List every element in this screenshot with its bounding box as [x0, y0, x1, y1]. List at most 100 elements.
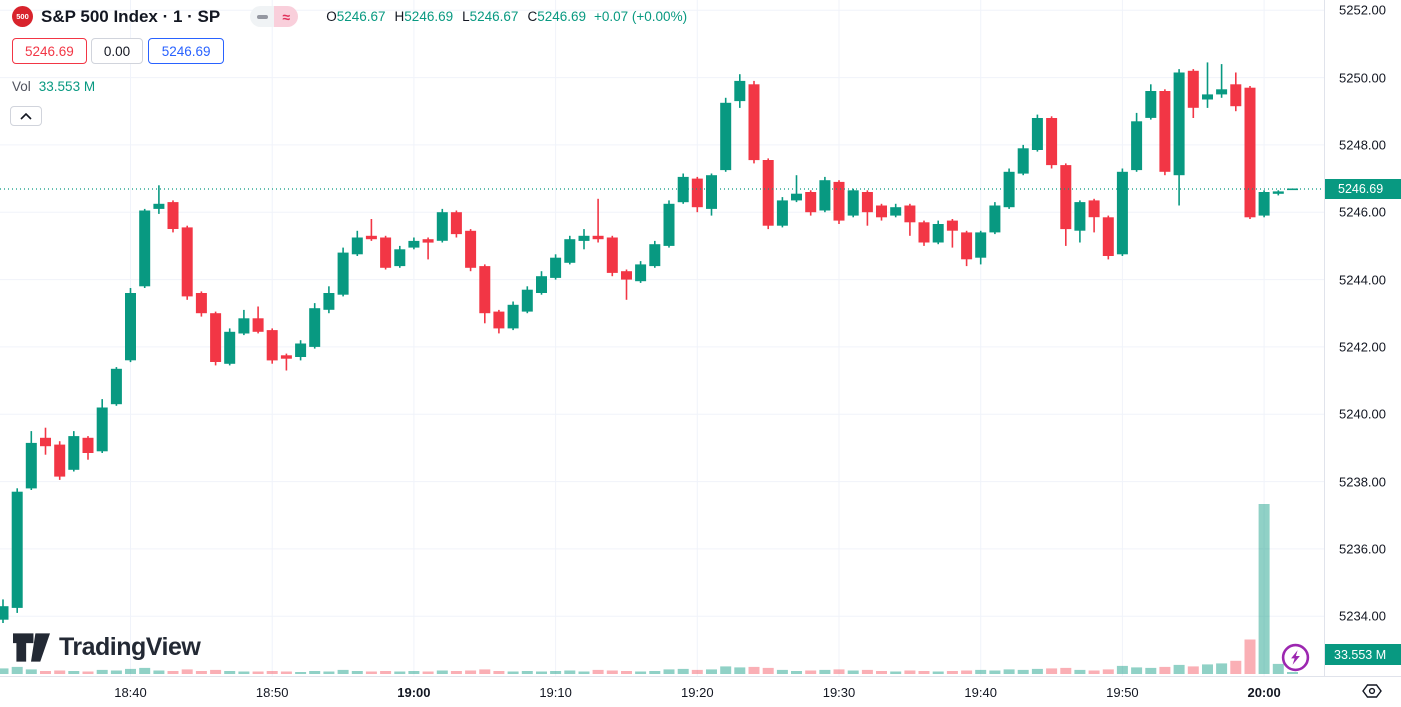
- volume-bar: [11, 666, 23, 674]
- tradingview-watermark: TradingView: [13, 632, 201, 663]
- candle-body: [96, 407, 108, 452]
- candle-body: [876, 205, 887, 218]
- candle-body: [110, 368, 122, 405]
- low-value: 5246.67: [469, 9, 519, 24]
- volume-bar: [195, 671, 207, 674]
- candle-body: [1244, 87, 1256, 218]
- candle-body: [1031, 118, 1043, 150]
- volume-bar: [507, 671, 519, 674]
- candle-body: [677, 176, 689, 203]
- candle-body: [734, 80, 746, 102]
- change-value: +0.07 (+0.00%): [594, 9, 688, 24]
- time-axis-label: 19:20: [681, 685, 714, 700]
- candle-body: [1230, 84, 1242, 107]
- candle-body: [408, 240, 420, 248]
- candle-body: [323, 293, 335, 310]
- candle-body: [309, 308, 321, 347]
- candle-body: [337, 252, 349, 295]
- candle-body: [280, 355, 292, 359]
- volume-bar: [1031, 668, 1043, 674]
- volume-bar: [125, 668, 136, 674]
- volume-bar: [833, 669, 845, 674]
- volume-bar: [1074, 669, 1086, 674]
- time-axis-settings-icon[interactable]: [1360, 682, 1384, 700]
- candle-body: [1046, 118, 1058, 166]
- candle-body: [890, 207, 902, 216]
- volume-bar: [394, 671, 406, 674]
- volume-bar: [1258, 504, 1270, 674]
- volume-bar: [479, 669, 491, 674]
- time-axis[interactable]: 18:40 18:50 19:00 19:10 19:20 19:30 19:40 19:50…: [0, 677, 1401, 707]
- volume-bar: [436, 670, 448, 674]
- volume-bar: [1116, 665, 1128, 674]
- candlestick-chart[interactable]: [0, 0, 1325, 676]
- volume-bar: [1003, 669, 1015, 674]
- minus-icon: [256, 14, 268, 19]
- candle-body: [181, 227, 193, 297]
- volume-bar: [691, 669, 703, 674]
- volume-bar: [890, 671, 902, 674]
- sp500-logo: 500: [12, 6, 33, 27]
- price-axis-label: 5246.00: [1339, 204, 1386, 220]
- volume-bar: [621, 671, 632, 674]
- volume-bar: [819, 669, 831, 674]
- candle-body: [493, 311, 505, 329]
- candle-body: [691, 178, 703, 208]
- volume-bar: [309, 671, 321, 674]
- buy-price-button[interactable]: 5246.69: [148, 38, 225, 64]
- session-toggle[interactable]: ≈: [250, 6, 299, 27]
- lightning-icon[interactable]: [1281, 643, 1310, 672]
- candle-body: [11, 491, 23, 608]
- volume-bar: [266, 671, 278, 674]
- volume-bar: [989, 670, 1001, 674]
- volume-axis-badge: 33.553 M: [1325, 644, 1401, 665]
- volume-bar: [351, 671, 363, 674]
- symbol-title[interactable]: S&P 500 Index · 1 · SP: [41, 6, 221, 26]
- volume-bar: [946, 671, 958, 674]
- time-axis-label: 19:40: [964, 685, 997, 700]
- candle-body: [1187, 70, 1199, 108]
- candle-body: [748, 84, 760, 161]
- candle-body: [904, 205, 916, 223]
- candle-body: [295, 343, 307, 357]
- volume-bar: [536, 671, 547, 674]
- volume-bar: [776, 669, 788, 674]
- candle-body: [210, 313, 222, 362]
- volume-bar: [1088, 670, 1100, 674]
- close-value: 5246.69: [537, 9, 586, 24]
- candle-body: [847, 190, 859, 216]
- candle-body: [365, 235, 377, 240]
- candle-body: [1088, 200, 1100, 218]
- candle-body: [1202, 94, 1213, 100]
- candle-body: [776, 200, 788, 226]
- volume-bar: [1060, 667, 1072, 674]
- candle-body: [720, 102, 732, 171]
- volume-bar: [408, 671, 420, 674]
- price-axis-label: 5244.00: [1339, 272, 1386, 288]
- price-axis[interactable]: 5246.69 33.553 M 5252.00 5250.00 5248.00 52…: [1325, 0, 1401, 676]
- volume-bar: [635, 671, 647, 674]
- volume-bar: [975, 669, 987, 674]
- candle-body: [394, 249, 406, 267]
- candle-body: [1258, 192, 1270, 216]
- volume-bar: [1187, 666, 1199, 674]
- candle-body: [436, 212, 448, 241]
- tradingview-logo-icon: [13, 633, 50, 662]
- approx-toggle-button[interactable]: ≈: [274, 6, 299, 27]
- candle-body: [54, 444, 66, 477]
- minus-toggle-button[interactable]: [250, 6, 275, 27]
- volume-bar: [1046, 668, 1058, 674]
- volume-bar: [0, 668, 9, 674]
- candle-body: [266, 330, 278, 361]
- candle-body: [195, 293, 207, 314]
- candle-body: [1173, 72, 1185, 176]
- time-axis-label: 18:40: [114, 685, 147, 700]
- volume-bar: [748, 666, 760, 674]
- time-axis-label: 18:50: [255, 685, 289, 700]
- collapse-legend-button[interactable]: [10, 106, 42, 126]
- sell-price-button[interactable]: 5246.69: [12, 38, 87, 64]
- volume-bar: [932, 671, 944, 674]
- candle-body: [861, 192, 873, 213]
